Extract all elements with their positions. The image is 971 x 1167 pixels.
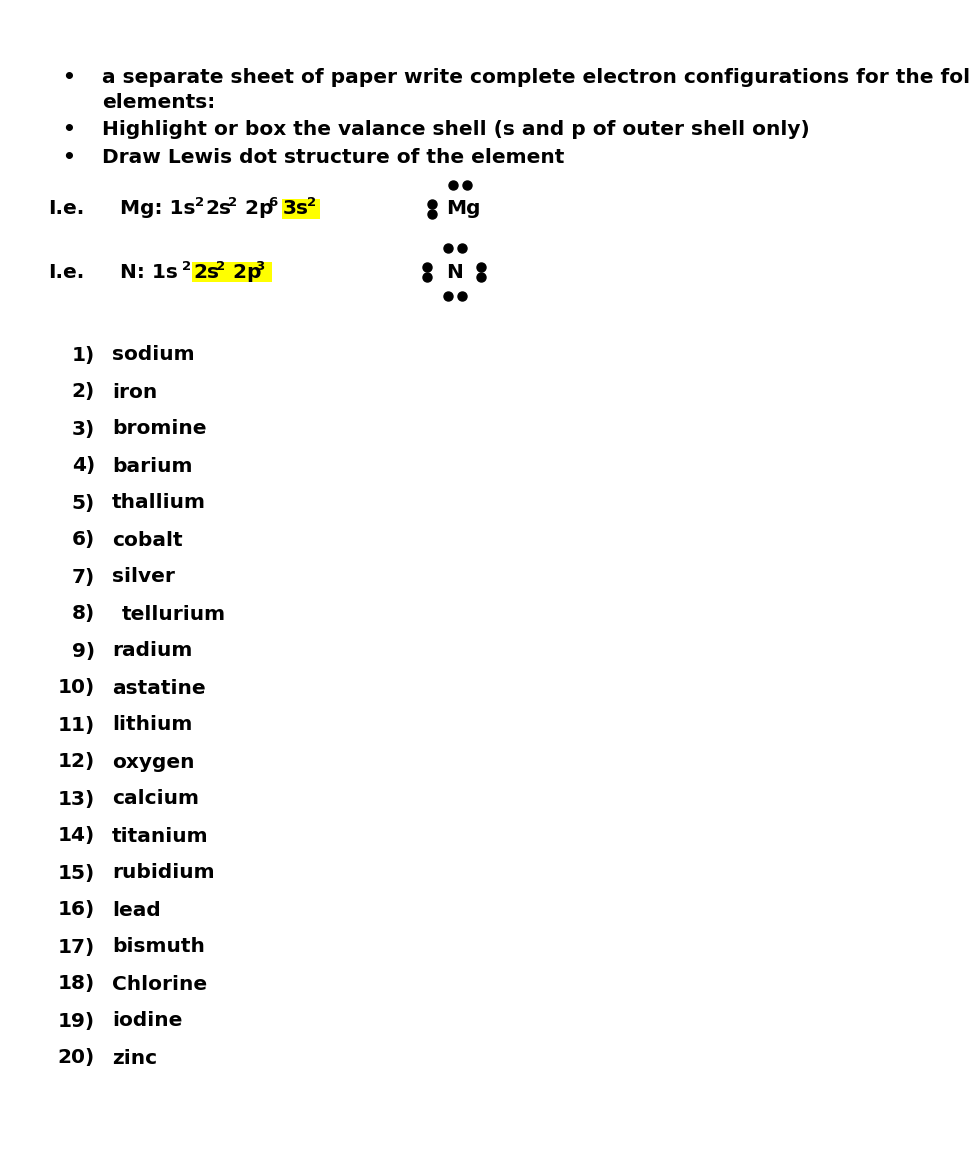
Text: barium: barium — [112, 456, 192, 475]
FancyBboxPatch shape — [282, 200, 320, 219]
Text: 2: 2 — [307, 196, 317, 210]
Text: bismuth: bismuth — [112, 937, 205, 957]
Text: 2s: 2s — [193, 263, 219, 281]
Text: 18): 18) — [57, 974, 95, 993]
Text: cobalt: cobalt — [112, 531, 183, 550]
Text: rubidium: rubidium — [112, 864, 215, 882]
Text: 2p: 2p — [226, 263, 261, 281]
Text: I.e.: I.e. — [48, 263, 84, 281]
Text: N: N — [447, 263, 463, 281]
Text: 2: 2 — [228, 196, 237, 210]
Text: 12): 12) — [57, 753, 95, 771]
Text: sodium: sodium — [112, 345, 194, 364]
Text: titanium: titanium — [112, 826, 209, 846]
FancyBboxPatch shape — [192, 263, 272, 282]
Text: bromine: bromine — [112, 419, 207, 439]
Text: lithium: lithium — [112, 715, 192, 734]
Text: 17): 17) — [57, 937, 95, 957]
Text: 6: 6 — [268, 196, 278, 210]
Text: •: • — [62, 148, 75, 167]
Text: N: 1s: N: 1s — [120, 263, 178, 281]
Text: oxygen: oxygen — [112, 753, 194, 771]
Text: 2: 2 — [195, 196, 204, 210]
Text: thallium: thallium — [112, 494, 206, 512]
Text: 7): 7) — [72, 567, 95, 587]
Text: 8): 8) — [72, 605, 95, 623]
Text: 16): 16) — [57, 901, 95, 920]
Text: 10): 10) — [57, 678, 95, 698]
Text: 9): 9) — [72, 642, 95, 661]
Text: I.e.: I.e. — [48, 200, 84, 218]
Text: 1): 1) — [72, 345, 95, 364]
Text: astatine: astatine — [112, 678, 206, 698]
Text: Chlorine: Chlorine — [112, 974, 207, 993]
Text: 5): 5) — [72, 494, 95, 512]
Text: a separate sheet of paper write complete electron configurations for the followi: a separate sheet of paper write complete… — [102, 68, 971, 88]
Text: 3s: 3s — [283, 200, 309, 218]
Text: Mg: 1s: Mg: 1s — [120, 200, 195, 218]
Text: lead: lead — [112, 901, 161, 920]
Text: 2: 2 — [182, 259, 191, 273]
Text: 2: 2 — [216, 259, 225, 273]
Text: Mg: Mg — [446, 200, 481, 218]
Text: Highlight or box the valance shell (s and p of outer shell only): Highlight or box the valance shell (s an… — [102, 120, 810, 139]
Text: silver: silver — [112, 567, 175, 587]
Text: •: • — [62, 120, 75, 139]
Text: 2p: 2p — [238, 200, 274, 218]
Text: Draw Lewis dot structure of the element: Draw Lewis dot structure of the element — [102, 148, 564, 167]
Text: iodine: iodine — [112, 1012, 183, 1030]
Text: calcium: calcium — [112, 790, 199, 809]
Text: 19): 19) — [58, 1012, 95, 1030]
Text: 13): 13) — [57, 790, 95, 809]
Text: zinc: zinc — [112, 1048, 157, 1068]
Text: 20): 20) — [57, 1048, 95, 1068]
Text: iron: iron — [112, 383, 157, 401]
Text: •: • — [62, 68, 75, 88]
Text: 3): 3) — [72, 419, 95, 439]
Text: radium: radium — [112, 642, 192, 661]
Text: 2s: 2s — [205, 200, 231, 218]
Text: 3: 3 — [255, 259, 264, 273]
Text: elements:: elements: — [102, 93, 216, 112]
Text: 2): 2) — [72, 383, 95, 401]
Text: 4): 4) — [72, 456, 95, 475]
Text: 14): 14) — [57, 826, 95, 846]
Text: 15): 15) — [57, 864, 95, 882]
Text: 6): 6) — [72, 531, 95, 550]
Text: tellurium: tellurium — [122, 605, 226, 623]
Text: 11): 11) — [57, 715, 95, 734]
